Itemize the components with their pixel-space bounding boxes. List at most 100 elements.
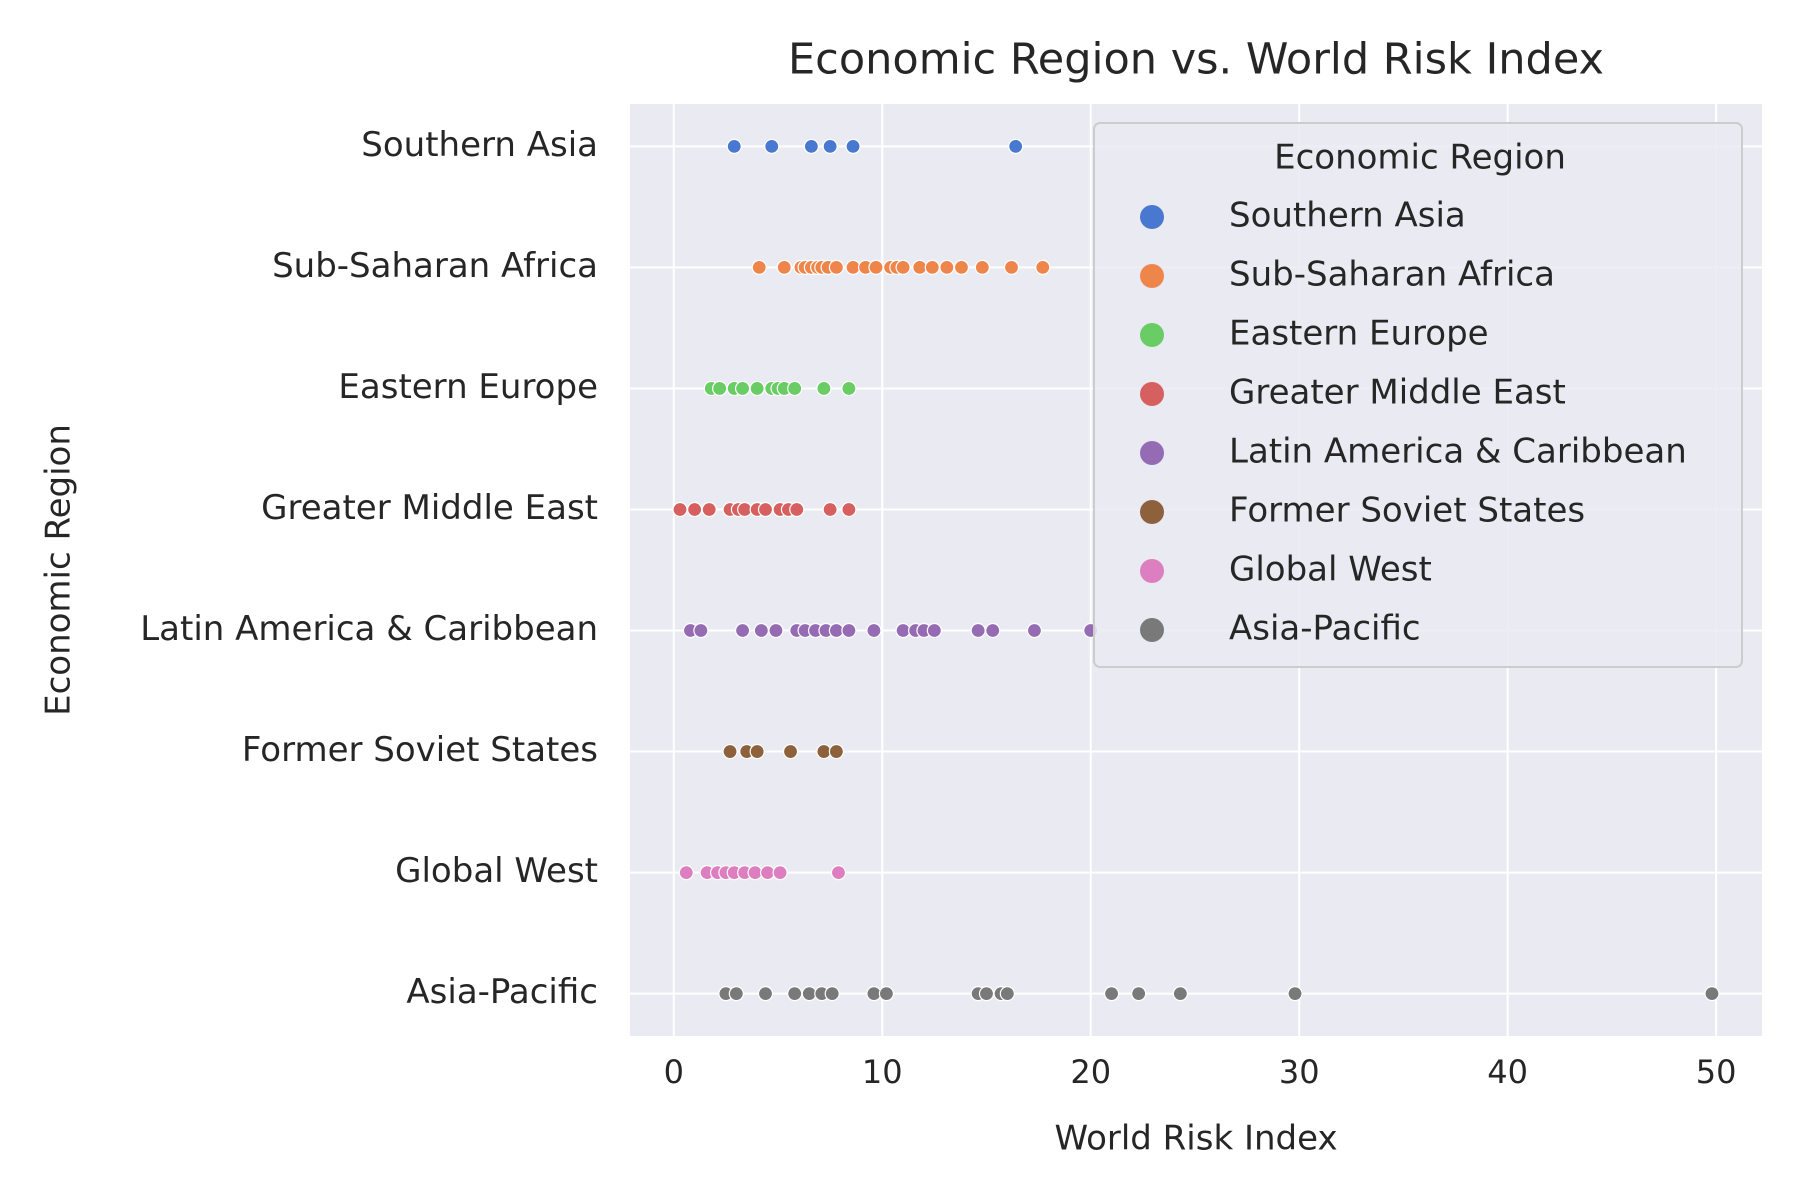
point [841, 380, 857, 397]
legend-marker [1140, 323, 1164, 347]
legend-marker [1140, 264, 1164, 288]
point [822, 501, 838, 518]
point [759, 864, 776, 881]
point [672, 501, 688, 518]
x-tick-label: 50 [1696, 1053, 1737, 1091]
point [1008, 138, 1024, 154]
point [789, 501, 805, 518]
point [764, 138, 780, 154]
point [822, 138, 838, 154]
point [828, 259, 844, 276]
y-tick-label: Sub-Saharan Africa [272, 246, 598, 286]
legend-label: Southern Asia [1229, 196, 1466, 236]
chart-title: Economic Region vs. World Risk Index [788, 35, 1604, 85]
point [974, 259, 990, 276]
point [1704, 986, 1720, 1002]
legend-label: Latin America & Caribbean [1229, 432, 1687, 472]
point [687, 501, 703, 518]
point [734, 622, 751, 639]
y-axis-label: Economic Region [39, 424, 79, 716]
point [978, 986, 995, 1002]
point [712, 380, 728, 397]
point [895, 259, 911, 276]
point [701, 501, 717, 518]
legend-title: Economic Region [1274, 138, 1566, 178]
point [787, 986, 803, 1002]
point [830, 864, 847, 881]
legend-marker [1140, 382, 1164, 406]
x-tick-label: 0 [664, 1053, 684, 1091]
point [999, 986, 1015, 1002]
point [1131, 986, 1147, 1002]
point [768, 622, 784, 639]
point [828, 622, 844, 639]
y-tick-label: Southern Asia [361, 125, 598, 165]
point [1003, 259, 1020, 276]
legend-label: Greater Middle East [1229, 373, 1566, 413]
point [722, 743, 738, 760]
point [926, 622, 942, 639]
point [787, 380, 803, 397]
point [939, 259, 955, 276]
point [841, 501, 857, 518]
point [816, 743, 832, 760]
legend-label: Eastern Europe [1229, 314, 1489, 354]
y-tick-label: Greater Middle East [261, 488, 598, 528]
point [824, 986, 840, 1002]
point [845, 138, 861, 154]
point [845, 259, 861, 276]
y-tick-label: Latin America & Caribbean [140, 609, 598, 649]
point [1035, 259, 1051, 276]
legend-marker [1140, 500, 1164, 524]
point [985, 622, 1001, 639]
point [878, 986, 895, 1002]
point [1026, 622, 1043, 639]
legend-marker [1140, 559, 1164, 583]
legend-box [1093, 122, 1743, 668]
point [1287, 986, 1303, 1002]
point [816, 380, 832, 397]
point [828, 743, 844, 760]
legend-label: Former Soviet States [1229, 491, 1585, 531]
point [737, 501, 753, 518]
point [803, 138, 819, 154]
point [728, 986, 744, 1002]
point [895, 622, 911, 639]
point [924, 259, 940, 276]
legend-label: Global West [1229, 550, 1432, 590]
point [749, 380, 765, 397]
point [757, 986, 774, 1002]
point [841, 622, 857, 639]
point [749, 743, 765, 760]
legend-label: Asia-Pacific [1229, 609, 1421, 649]
point [753, 622, 769, 639]
point [1103, 986, 1120, 1002]
point [772, 864, 788, 881]
point [1172, 986, 1188, 1002]
legend-marker [1140, 618, 1164, 642]
point [678, 864, 694, 881]
point [866, 986, 882, 1002]
point [751, 259, 767, 276]
point [726, 138, 742, 154]
legend-label: Sub-Saharan Africa [1229, 255, 1555, 295]
point [868, 259, 884, 276]
y-tick-label: Former Soviet States [242, 730, 598, 770]
x-tick-label: 40 [1487, 1053, 1528, 1091]
point [782, 743, 799, 760]
point [866, 622, 882, 639]
x-tick-label: 30 [1279, 1053, 1320, 1091]
x-axis-label: World Risk Index [1054, 1119, 1337, 1159]
point [693, 622, 709, 639]
legend-marker [1140, 441, 1164, 465]
point [757, 501, 774, 518]
point [801, 986, 817, 1002]
point [953, 259, 970, 276]
y-tick-label: Eastern Europe [338, 367, 598, 407]
point [747, 864, 763, 881]
point [912, 259, 928, 276]
point [776, 259, 792, 276]
point [734, 380, 751, 397]
legend-marker [1140, 205, 1164, 229]
